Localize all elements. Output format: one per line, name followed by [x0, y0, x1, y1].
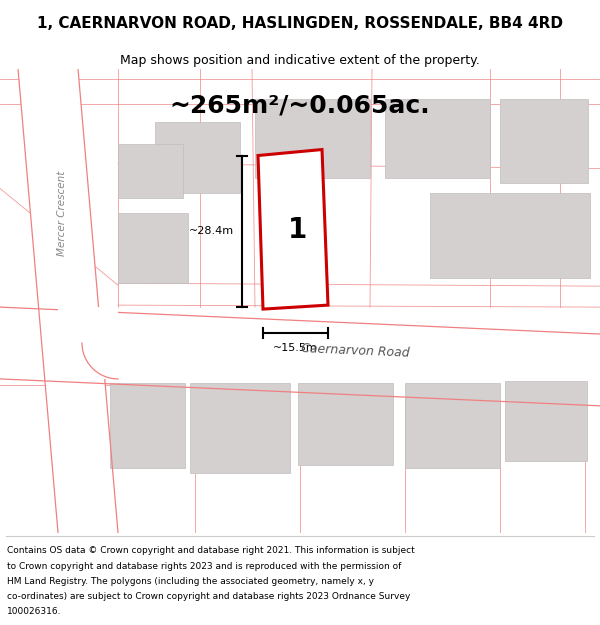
- Text: co-ordinates) are subject to Crown copyright and database rights 2023 Ordnance S: co-ordinates) are subject to Crown copyr…: [7, 592, 410, 601]
- Polygon shape: [118, 144, 183, 198]
- Text: 100026316.: 100026316.: [7, 608, 62, 616]
- Polygon shape: [385, 99, 490, 179]
- Polygon shape: [18, 69, 118, 532]
- Text: to Crown copyright and database rights 2023 and is reproduced with the permissio: to Crown copyright and database rights 2…: [7, 562, 401, 571]
- Text: Caernarvon Road: Caernarvon Road: [301, 342, 409, 360]
- Polygon shape: [118, 213, 188, 283]
- Text: ~28.4m: ~28.4m: [189, 226, 234, 236]
- Polygon shape: [190, 383, 290, 472]
- Polygon shape: [0, 307, 600, 406]
- Polygon shape: [155, 122, 240, 193]
- Text: ~265m²/~0.065ac.: ~265m²/~0.065ac.: [170, 94, 430, 118]
- Polygon shape: [255, 99, 370, 179]
- Text: ~15.5m: ~15.5m: [273, 343, 318, 353]
- Text: Contains OS data © Crown copyright and database right 2021. This information is : Contains OS data © Crown copyright and d…: [7, 546, 415, 556]
- Text: Mercer Crescent: Mercer Crescent: [57, 171, 67, 256]
- Polygon shape: [298, 383, 393, 464]
- Polygon shape: [258, 149, 328, 309]
- Polygon shape: [500, 99, 588, 184]
- Polygon shape: [430, 193, 590, 278]
- Polygon shape: [405, 383, 500, 468]
- Text: 1: 1: [288, 216, 307, 244]
- Polygon shape: [505, 381, 587, 461]
- Polygon shape: [110, 383, 185, 468]
- Polygon shape: [58, 307, 118, 379]
- Text: HM Land Registry. The polygons (including the associated geometry, namely x, y: HM Land Registry. The polygons (includin…: [7, 577, 374, 586]
- Text: 1, CAERNARVON ROAD, HASLINGDEN, ROSSENDALE, BB4 4RD: 1, CAERNARVON ROAD, HASLINGDEN, ROSSENDA…: [37, 16, 563, 31]
- Text: Map shows position and indicative extent of the property.: Map shows position and indicative extent…: [120, 54, 480, 67]
